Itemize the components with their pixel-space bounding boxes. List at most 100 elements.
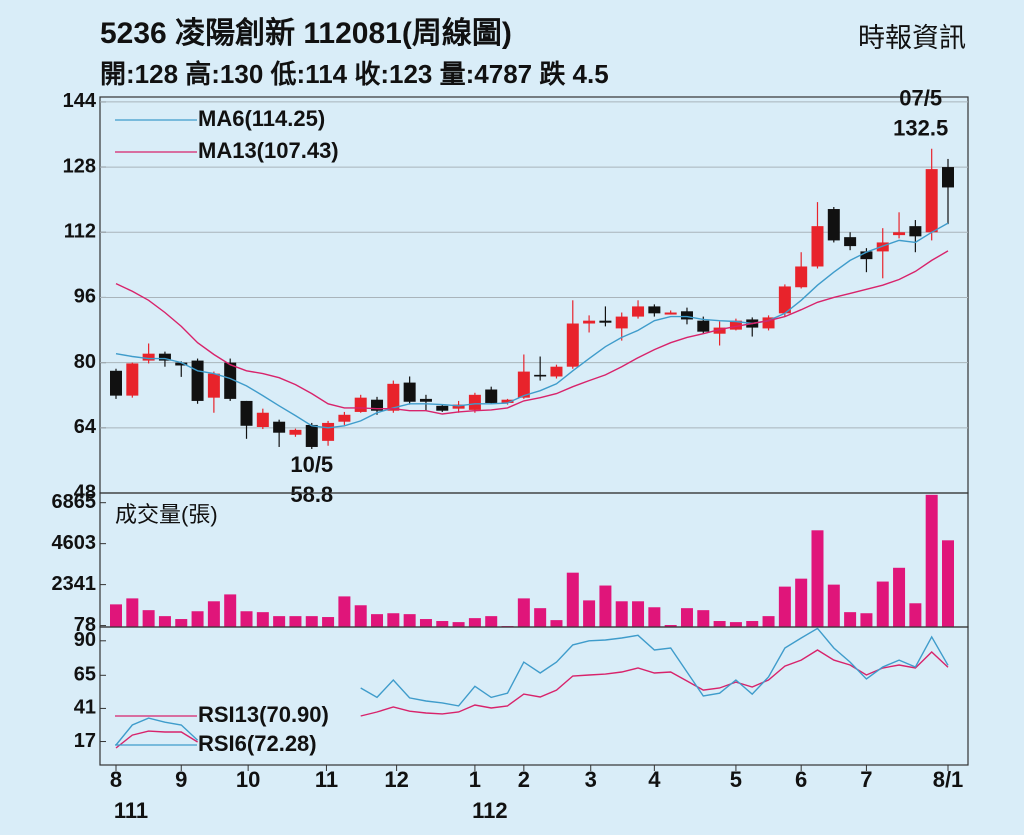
volume-bar — [893, 567, 906, 627]
y-tick-label: 65 — [74, 664, 96, 686]
quote: 開:128 高:130 低:114 收:123 量:4787 跌 4.5 — [100, 59, 609, 89]
annotation-value: 132.5 — [893, 116, 948, 141]
volume-bar — [942, 540, 954, 627]
y-tick-label: 96 — [74, 286, 96, 308]
year-label: 112 — [472, 798, 508, 823]
volume-bar — [338, 596, 351, 627]
plot-frame — [99, 626, 969, 766]
candle-body — [485, 389, 498, 403]
volume-bar — [795, 578, 808, 627]
volume-bar — [517, 598, 530, 627]
x-tick-label: 10 — [236, 767, 260, 792]
x-tick-label: 8/1 — [933, 767, 964, 792]
volume-bar — [158, 616, 171, 627]
volume-bar — [664, 625, 677, 627]
volume-bar — [583, 600, 596, 627]
candle-body — [273, 421, 286, 433]
candle-body — [256, 412, 269, 427]
candle-body — [191, 360, 204, 401]
y-tick-label: 6865 — [52, 491, 97, 513]
y-tick-label: 80 — [74, 351, 96, 373]
candle-body — [468, 394, 481, 410]
candle-body — [158, 353, 171, 361]
candle-body — [762, 317, 775, 329]
volume-bar — [142, 610, 155, 627]
volume-bar — [354, 605, 367, 627]
candle-body — [925, 169, 938, 233]
source: 時報資訊 — [858, 23, 966, 53]
x-tick-label: 8 — [110, 767, 122, 792]
candle-body — [387, 383, 400, 411]
volume-bar — [126, 598, 139, 627]
candle-body — [142, 353, 155, 361]
volume-bar — [240, 611, 253, 627]
candle-body — [175, 362, 188, 366]
candle-body — [893, 232, 906, 236]
volume-bar — [322, 617, 335, 627]
volume-bar — [876, 581, 889, 627]
candle-body — [419, 398, 432, 402]
legend-label: MA13(107.43) — [198, 138, 339, 163]
volume-bar — [697, 610, 710, 627]
volume-bar — [436, 621, 449, 627]
volume-bar — [566, 572, 579, 627]
x-tick-label: 11 — [315, 767, 338, 792]
volume-bar — [680, 608, 693, 627]
volume-bar — [925, 494, 938, 627]
volume-bar — [289, 616, 302, 627]
volume-bar — [224, 594, 237, 627]
y-tick-label: 4603 — [52, 532, 97, 554]
candle-body — [436, 405, 449, 411]
candle-body — [827, 209, 840, 241]
volume-bar — [534, 608, 547, 627]
y-tick-label: 144 — [63, 90, 97, 112]
line — [115, 627, 949, 746]
y-tick-label: 17 — [74, 730, 96, 752]
candle-body — [680, 311, 693, 320]
y-tick-label: 41 — [74, 697, 96, 719]
volume-bar — [273, 616, 286, 627]
candle-body — [811, 226, 824, 267]
candle-body — [403, 382, 416, 402]
x-tick-label: 12 — [384, 767, 408, 792]
candle-body — [909, 226, 922, 237]
volume-bar — [485, 616, 498, 627]
volume-bar — [207, 601, 220, 627]
candle-body — [713, 327, 726, 334]
candle-body — [599, 320, 612, 323]
candle-body — [534, 374, 547, 377]
candle-body — [697, 320, 710, 332]
line — [115, 649, 949, 749]
candle-body — [664, 312, 677, 315]
volume-bar — [305, 616, 318, 627]
candle-body — [566, 323, 579, 367]
volume-bar — [860, 613, 873, 627]
volume-bar — [452, 622, 465, 627]
candle-body — [224, 362, 237, 399]
candle-body — [729, 320, 742, 330]
x-tick-label: 1 — [469, 767, 481, 792]
annotation-value: 58.8 — [290, 482, 333, 507]
candle-body — [305, 424, 318, 447]
legend-label: RSI6(72.28) — [198, 731, 317, 756]
y-tick-label: 64 — [74, 416, 97, 438]
line — [115, 222, 949, 429]
candle-body — [778, 286, 791, 314]
y-tick-label: 128 — [63, 155, 96, 177]
volume-bar — [762, 616, 775, 627]
panel-title: 成交量(張) — [115, 502, 218, 527]
candle-body — [632, 306, 645, 317]
volume-bar — [615, 601, 628, 627]
y-tick-label: 2341 — [52, 573, 97, 595]
candle-body — [110, 370, 122, 396]
volume-bar — [468, 618, 481, 627]
y-tick-label: 90 — [74, 629, 96, 651]
volume-bar — [550, 620, 563, 627]
candle-body — [289, 429, 302, 435]
x-tick-label: 2 — [518, 767, 530, 792]
candle-body — [371, 399, 384, 411]
year-label: 111 — [114, 798, 148, 823]
candle-body — [860, 251, 873, 260]
candle-body — [452, 404, 465, 409]
volume-bar — [175, 619, 188, 627]
